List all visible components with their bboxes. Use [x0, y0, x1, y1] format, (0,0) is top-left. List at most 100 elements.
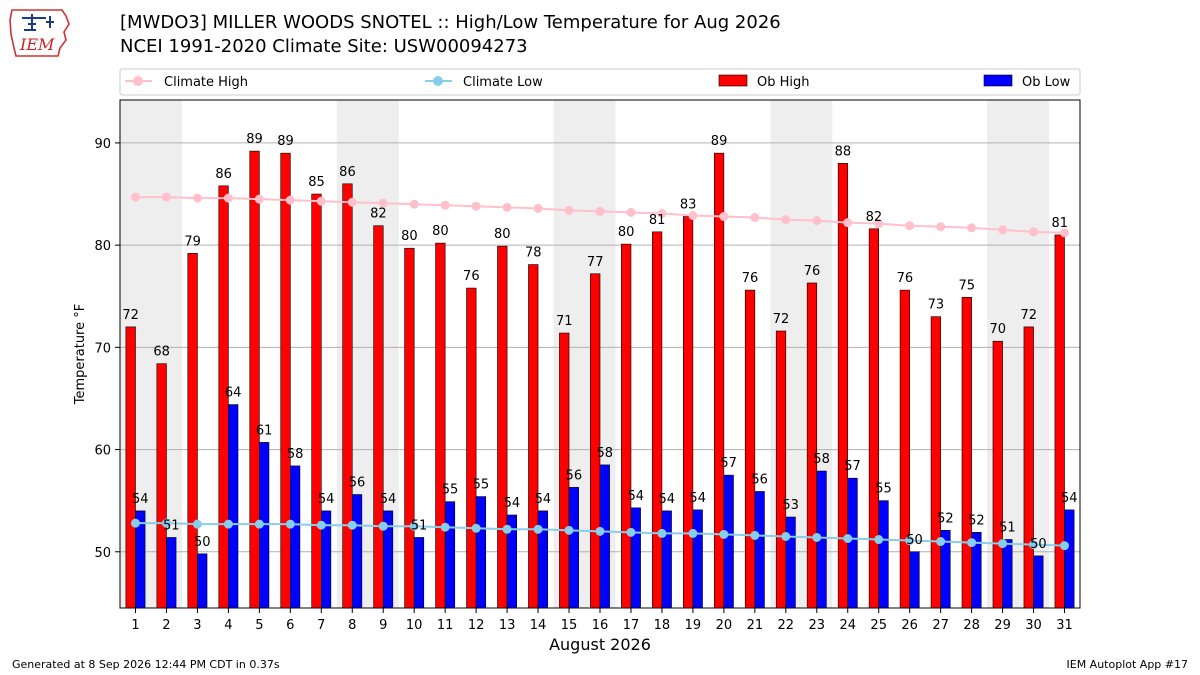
- x-tick-label: 11: [437, 618, 454, 633]
- bars: [125, 150, 1075, 609]
- ob-high-bar: [899, 289, 910, 609]
- ob-low-value-label: 52: [937, 511, 954, 526]
- climate-low-point: [812, 532, 822, 542]
- ob-low-value-label: 57: [720, 456, 737, 471]
- climate-high-point: [1029, 227, 1039, 237]
- climate-high-point: [750, 213, 760, 223]
- climate-high-point: [130, 192, 140, 202]
- ob-low-bar: [228, 404, 239, 609]
- ob-low-value-label: 54: [132, 492, 149, 507]
- ob-low-bar: [1002, 539, 1013, 609]
- ob-high-value-label: 72: [773, 312, 790, 327]
- ob-low-value-label: 58: [287, 447, 304, 462]
- legend-ob-high-label: Ob High: [757, 75, 810, 90]
- ob-high-bar: [806, 282, 818, 609]
- climate-high-point: [316, 196, 326, 206]
- legend-climate-high-label: Climate High: [164, 75, 248, 90]
- ob-high-value-label: 73: [928, 298, 945, 313]
- ob-high-bar: [528, 264, 539, 609]
- climate-low-point: [161, 518, 171, 528]
- x-tick-label: 16: [592, 618, 609, 633]
- climate-low-point: [781, 531, 791, 541]
- climate-high-point: [905, 221, 915, 231]
- ob-low-bar: [847, 477, 858, 609]
- ob-high-bar: [744, 289, 756, 609]
- legend: Climate High Climate Low Ob High Ob Low: [119, 68, 1081, 96]
- climate-low-point: [657, 528, 667, 538]
- ob-low-value-label: 55: [442, 483, 459, 498]
- ob-high-value-label: 76: [742, 271, 759, 286]
- ob-low-bar: [475, 496, 487, 609]
- climate-low-point: [316, 520, 326, 530]
- x-tick-label: 9: [379, 618, 387, 633]
- ob-low-value-label: 64: [225, 386, 242, 401]
- x-tick-label: 10: [406, 618, 423, 633]
- climate-low-point: [719, 529, 729, 539]
- ob-high-value-label: 80: [618, 225, 635, 240]
- climate-high-point: [161, 192, 171, 202]
- x-axis: 1 2 3 4 5 6 7 8 9 10 11 12 13 14 15 16 17 18 19 20 21 22 23 24 2…: [131, 608, 1073, 633]
- ob-low-bar: [1033, 555, 1044, 609]
- climate-low-point: [440, 522, 450, 532]
- ob-high-value-label: 72: [1020, 308, 1037, 323]
- ob-high-bar: [249, 150, 260, 609]
- x-tick-label: 24: [839, 618, 856, 633]
- ob-low-value-label: 50: [1030, 537, 1047, 552]
- climate-high-point: [285, 195, 295, 205]
- ob-high-bar: [466, 287, 477, 609]
- climate-low-point: [285, 519, 295, 529]
- x-tick-label: 14: [530, 618, 547, 633]
- iem-logo: IEM: [9, 9, 70, 57]
- climate-low-point: [1060, 541, 1070, 551]
- x-axis-label: August 2026: [549, 635, 651, 654]
- logo-text: IEM: [19, 35, 55, 54]
- ob-low-value-label: 56: [566, 468, 583, 483]
- ob-high-value-label: 86: [339, 165, 356, 180]
- climate-low-point: [843, 533, 853, 543]
- ob-high-value-label: 80: [432, 224, 449, 239]
- ob-high-bar: [1023, 326, 1034, 609]
- ob-low-value-label: 54: [504, 496, 521, 511]
- ob-high-bar: [280, 152, 291, 609]
- climate-high-point: [564, 205, 574, 215]
- ob-low-bar: [723, 474, 734, 609]
- ob-high-value-label: 77: [587, 255, 604, 270]
- legend-climate-high-marker: [133, 76, 143, 86]
- climate-low-point: [409, 521, 419, 531]
- ob-low-value-label: 54: [318, 492, 335, 507]
- ob-high-value-label: 85: [308, 175, 325, 190]
- ob-low-bar: [630, 507, 641, 609]
- ob-high-bar: [775, 330, 787, 609]
- ob-high-value-label: 88: [835, 144, 852, 159]
- ob-low-value-label: 58: [813, 452, 830, 467]
- bar-value-labels: 72 68 79 86 89 89 85 86 82 80 80 76 80 78 71 77 80 81 83 89…: [122, 132, 1077, 552]
- ob-low-value-label: 54: [1061, 491, 1078, 506]
- ob-high-bar: [713, 152, 725, 609]
- climate-high-point: [781, 215, 791, 225]
- ob-low-value-label: 56: [751, 472, 768, 487]
- x-tick-label: 1: [131, 618, 139, 633]
- ob-high-value-label: 89: [246, 132, 263, 147]
- ob-high-value-label: 82: [866, 210, 883, 225]
- x-tick-label: 3: [193, 618, 201, 633]
- x-tick-label: 7: [317, 618, 325, 633]
- climate-high-point: [626, 207, 636, 217]
- ob-low-value-label: 58: [597, 446, 614, 461]
- x-tick-label: 19: [685, 618, 702, 633]
- ob-low-bar: [290, 465, 301, 609]
- generated-timestamp: Generated at 8 Sep 2026 12:44 PM CDT in …: [12, 658, 280, 671]
- ob-high-bar: [868, 228, 880, 609]
- x-tick-label: 2: [162, 618, 170, 633]
- climate-low-point: [998, 539, 1008, 549]
- legend-climate-low-marker: [433, 76, 443, 86]
- ob-high-value-label: 76: [804, 264, 821, 279]
- x-tick-label: 17: [623, 618, 640, 633]
- ob-high-bar: [1054, 234, 1065, 609]
- ob-low-bar: [661, 510, 672, 609]
- ob-high-bar: [961, 296, 972, 609]
- ob-high-value-label: 70: [990, 322, 1007, 337]
- ob-high-value-label: 75: [959, 278, 976, 293]
- ob-low-value-label: 52: [968, 513, 985, 528]
- ob-low-bar: [166, 537, 177, 609]
